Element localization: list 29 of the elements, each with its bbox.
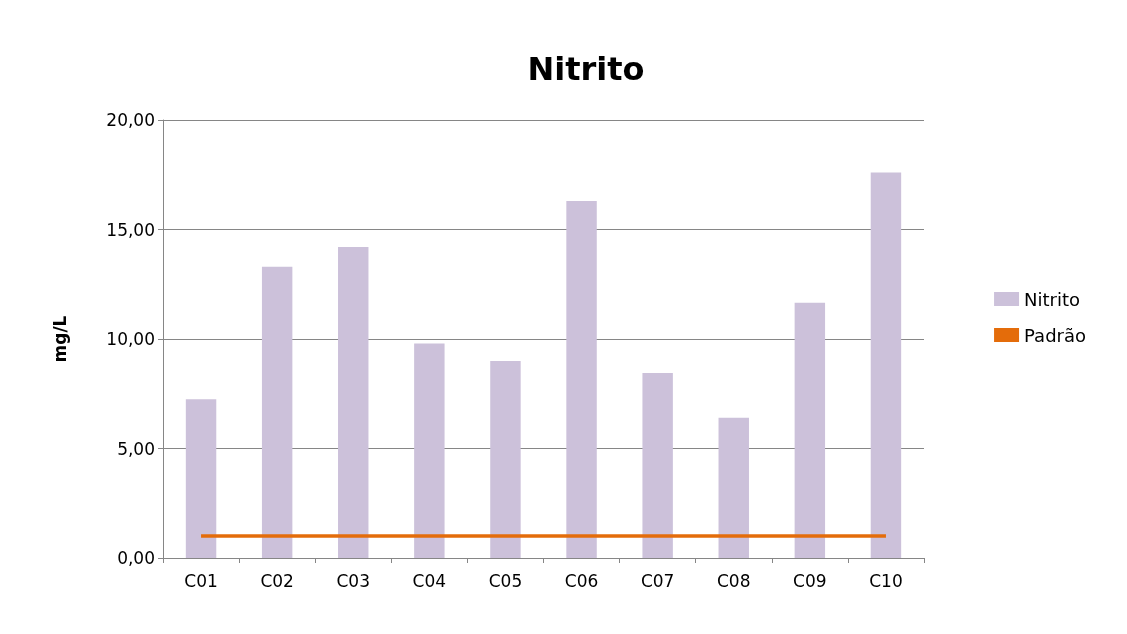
legend-label: Nitrito: [1024, 288, 1081, 310]
x-tick-label: C02: [260, 570, 294, 591]
x-tick-label: C08: [716, 570, 751, 591]
y-tick-label: 0,00: [117, 548, 155, 568]
bar: [490, 360, 521, 558]
x-tick-label: C03: [336, 570, 371, 591]
bar: [794, 302, 826, 558]
legend-label: Padrão: [1024, 324, 1087, 346]
bar: [414, 343, 445, 558]
x-tick-label: C07: [640, 570, 675, 591]
x-tick-label: C10: [869, 570, 903, 591]
y-tick-label: 20,00: [106, 110, 155, 130]
bar: [718, 417, 749, 558]
x-tick-label: C04: [412, 570, 447, 591]
bar: [185, 399, 217, 558]
x-tick-label: C09: [793, 570, 827, 591]
x-tick-label: C05: [488, 570, 523, 591]
bar: [261, 266, 293, 558]
bar: [870, 172, 902, 558]
bar: [642, 372, 673, 558]
y-tick-label: 15,00: [106, 219, 155, 240]
y-tick-label: 10,00: [106, 329, 155, 349]
y-tick-label: 5,00: [117, 438, 155, 459]
bar: [338, 247, 369, 558]
chart-title: Nitrito: [527, 50, 645, 88]
x-tick-label: C01: [184, 570, 218, 591]
x-tick-label: C06: [564, 570, 599, 591]
bar: [566, 201, 597, 558]
y-axis-title: mg/L: [49, 315, 70, 363]
